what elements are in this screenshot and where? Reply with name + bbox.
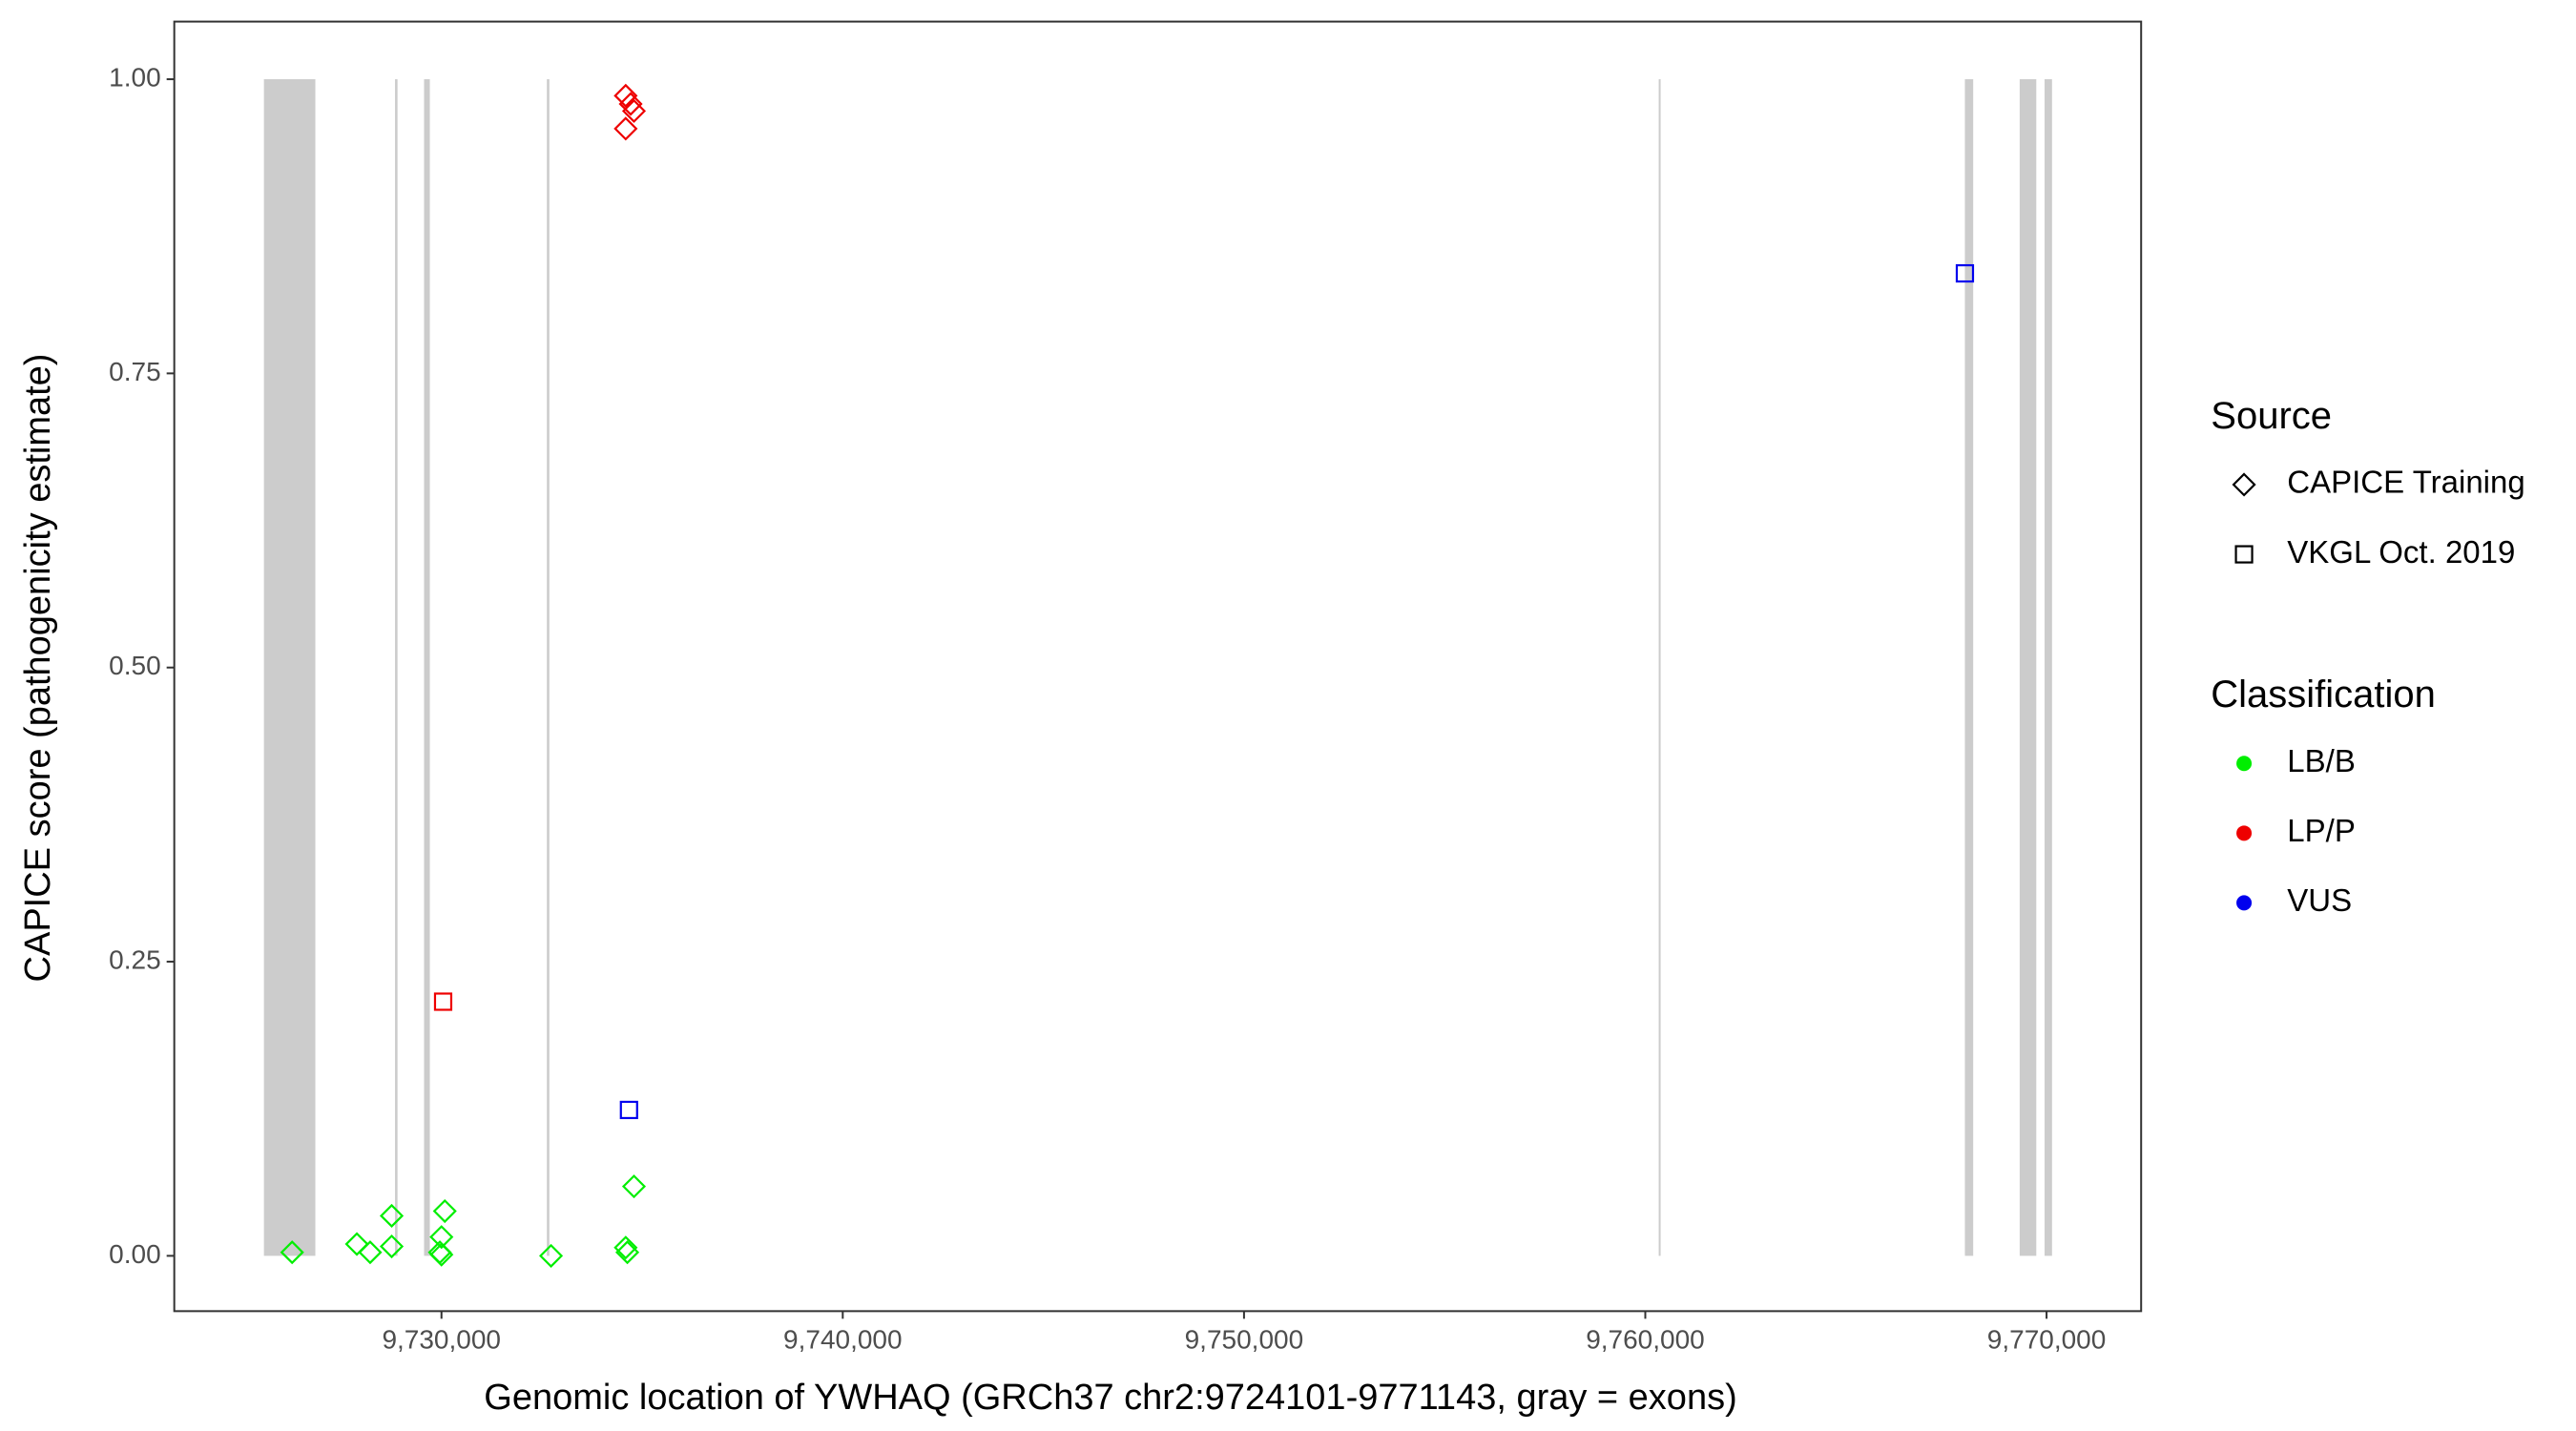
y-tick-label: 0.50 (109, 651, 161, 680)
legend-key (2236, 895, 2253, 911)
x-tick-label: 9,750,000 (1185, 1325, 1304, 1355)
y-tick-label: 0.25 (109, 944, 161, 974)
legend-key (2232, 472, 2256, 497)
point (432, 1198, 457, 1224)
x-tick-label: 9,740,000 (783, 1325, 903, 1355)
point (613, 116, 638, 141)
exon (263, 79, 316, 1256)
point (429, 1242, 454, 1267)
legend-title: Classification (2211, 674, 2436, 716)
point (538, 1243, 564, 1268)
legend-key (2236, 825, 2253, 841)
legend-title: Source (2211, 395, 2332, 437)
point (613, 83, 638, 108)
legend-label: LP/P (2287, 813, 2356, 848)
point (280, 1240, 304, 1265)
legend-label: VKGL Oct. 2019 (2287, 534, 2515, 570)
x-tick-label: 9,730,000 (382, 1325, 501, 1355)
point (614, 1240, 640, 1265)
exon (2019, 79, 2037, 1256)
point (1955, 263, 1975, 283)
legend-label: LB/B (2287, 743, 2356, 778)
y-tick-label: 0.75 (109, 357, 161, 386)
point (344, 1232, 369, 1256)
exon (395, 79, 398, 1256)
point (429, 1225, 454, 1250)
x-tick-label: 9,770,000 (1987, 1325, 2107, 1355)
legend-label: VUS (2287, 882, 2352, 918)
y-tick-label: 0.00 (109, 1239, 161, 1269)
exon (1964, 79, 1974, 1256)
point (379, 1203, 405, 1229)
exon (424, 79, 430, 1256)
point (618, 92, 643, 116)
exon (2044, 79, 2052, 1256)
legend-label: CAPICE Training (2287, 465, 2524, 500)
point (358, 1240, 383, 1265)
point (613, 1235, 638, 1260)
y-axis-title: CAPICE score (pathogenicity estimate) (18, 354, 58, 983)
exon (547, 79, 550, 1256)
point (379, 1234, 405, 1259)
panel-border (173, 20, 2143, 1313)
x-axis-title: Genomic location of YWHAQ (GRCh37 chr2:9… (484, 1378, 1736, 1418)
legend-key (2236, 756, 2253, 772)
point (621, 98, 647, 123)
point (433, 992, 453, 1011)
legend-key (2234, 545, 2254, 564)
y-tick-label: 1.00 (109, 62, 161, 92)
exon (1658, 79, 1661, 1256)
point (619, 1100, 638, 1120)
x-tick-label: 9,760,000 (1586, 1325, 1705, 1355)
point (621, 1174, 647, 1199)
